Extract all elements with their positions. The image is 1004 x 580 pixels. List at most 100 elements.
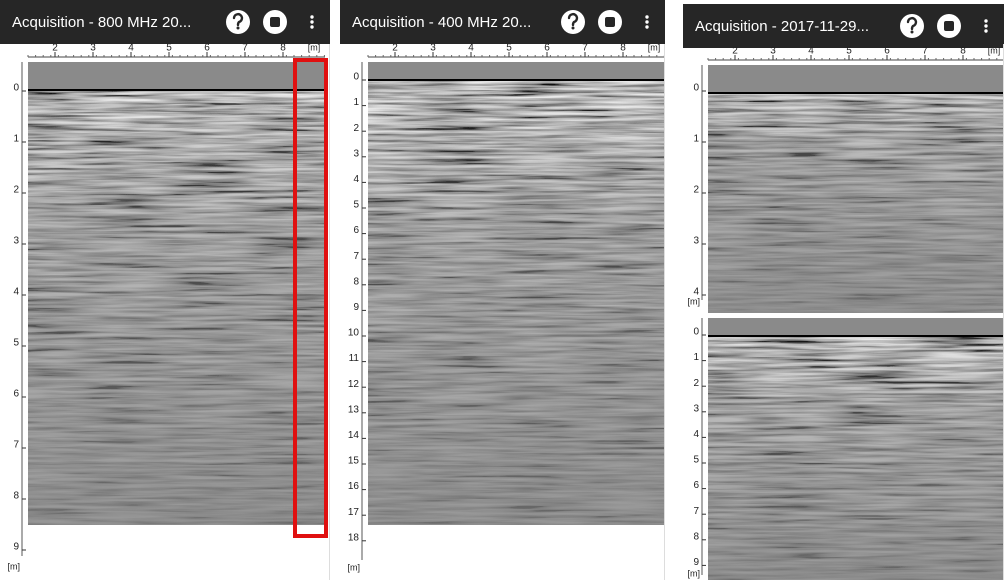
x-tick-label: 4	[468, 43, 474, 54]
y-tick-label: 3	[693, 403, 699, 414]
screen-panel: Acquisition - 800 MHz 20... 2 3 4 5 6 7 8 [m] 0 1 2…	[0, 0, 330, 580]
x-unit: [m]	[648, 42, 661, 52]
overflow-menu[interactable]	[984, 19, 988, 33]
air-gap	[28, 62, 325, 90]
menu-dot	[984, 29, 988, 33]
y-tick-label: 2	[693, 185, 699, 196]
help-dot	[571, 26, 575, 30]
y-tick-label: 9	[693, 557, 699, 568]
y-unit: [m]	[688, 568, 701, 578]
y-tick-label: 5	[693, 455, 699, 466]
x-tick-label: 5	[166, 43, 172, 54]
overflow-menu[interactable]	[310, 15, 314, 29]
y-tick-label: 17	[348, 507, 360, 518]
x-tick-label: 6	[884, 46, 890, 57]
highlight-box	[293, 58, 328, 538]
y-tick-label: 1	[693, 352, 699, 363]
overflow-menu[interactable]	[645, 15, 649, 29]
y-tick-label: 4	[13, 287, 19, 298]
y-tick-label: 1	[353, 97, 359, 108]
help-button[interactable]	[226, 10, 250, 34]
help-button[interactable]	[561, 10, 585, 34]
radargram-fade	[368, 62, 665, 525]
menu-dot	[984, 19, 988, 23]
y-tick-label: 3	[693, 236, 699, 247]
y-tick-label: 1	[13, 134, 19, 145]
y-unit: [m]	[688, 296, 701, 306]
x-tick-label: 7	[582, 43, 588, 54]
stop-glyph	[944, 21, 954, 31]
x-tick-label: 8	[960, 46, 966, 57]
y-tick-label: 0	[353, 72, 359, 83]
y-tick-label: 9	[13, 542, 19, 553]
x-tick-label: 3	[90, 43, 96, 54]
y-tick-label: 8	[693, 531, 699, 542]
x-tick-label: 2	[52, 43, 58, 54]
y-tick-label: 15	[348, 456, 360, 467]
y-tick-label: 6	[353, 225, 359, 236]
stop-button[interactable]	[937, 14, 961, 38]
y-tick-label: 0	[693, 83, 699, 94]
y-tick-label: 14	[348, 430, 360, 441]
y-tick-label: 2	[353, 123, 359, 134]
menu-dot	[984, 24, 988, 28]
menu-dot	[645, 15, 649, 19]
y-tick-label: 0	[13, 83, 19, 94]
y-tick-label: 6	[693, 480, 699, 491]
separator	[708, 313, 1004, 318]
help-button[interactable]	[900, 14, 924, 38]
y-tick-label: 6	[13, 389, 19, 400]
y-unit: [m]	[348, 562, 361, 572]
menu-dot	[310, 20, 314, 24]
x-tick-label: 6	[544, 43, 550, 54]
y-tick-label: 4	[693, 429, 699, 440]
y-tick-label: 18	[348, 532, 360, 543]
stop-button[interactable]	[263, 10, 287, 34]
screen-panel: Acquisition - 2017-11-29... 2 3 4 5 6 7 8 [m] 0 1 2…	[683, 4, 1004, 580]
x-tick-label: 8	[280, 43, 286, 54]
y-tick-label: 5	[353, 200, 359, 211]
radargram-fade	[708, 65, 1004, 313]
y-tick-label: 5	[13, 338, 19, 349]
help-glyph	[567, 12, 579, 27]
x-tick-label: 7	[242, 43, 248, 54]
x-tick-label: 3	[770, 46, 776, 57]
y-tick-label: 7	[353, 251, 359, 262]
x-tick-label: 3	[430, 43, 436, 54]
x-tick-label: 2	[732, 46, 738, 57]
help-glyph	[232, 12, 244, 27]
x-unit: [m]	[988, 45, 1001, 55]
x-tick-label: 4	[808, 46, 814, 57]
y-tick-label: 10	[348, 328, 360, 339]
y-tick-label: 9	[353, 302, 359, 313]
y-tick-label: 16	[348, 481, 360, 492]
x-tick-label: 2	[392, 43, 398, 54]
y-tick-label: 13	[348, 404, 360, 415]
stop-button[interactable]	[598, 10, 622, 34]
help-dot	[910, 30, 914, 34]
y-tick-label: 8	[13, 491, 19, 502]
y-tick-label: 0	[693, 327, 699, 338]
stop-glyph	[605, 17, 615, 27]
screen-title: Acquisition - 800 MHz 20...	[12, 14, 191, 31]
y-tick-label: 7	[693, 506, 699, 517]
x-tick-label: 8	[620, 43, 626, 54]
x-tick-label: 5	[846, 46, 852, 57]
y-tick-label: 2	[693, 378, 699, 389]
x-tick-label: 7	[922, 46, 928, 57]
screen-title: Acquisition - 2017-11-29...	[695, 18, 869, 35]
y-tick-label: 3	[353, 148, 359, 159]
help-dot	[236, 26, 240, 30]
stop-glyph	[270, 17, 280, 27]
y-tick-label: 12	[348, 379, 360, 390]
air-gap	[368, 62, 665, 80]
x-unit: [m]	[308, 42, 321, 52]
y-tick-label: 3	[13, 236, 19, 247]
y-tick-label: 2	[13, 185, 19, 196]
y-tick-label: 4	[353, 174, 359, 185]
menu-dot	[310, 25, 314, 29]
y-tick-label: 7	[13, 440, 19, 451]
x-tick-label: 4	[128, 43, 134, 54]
menu-dot	[645, 20, 649, 24]
